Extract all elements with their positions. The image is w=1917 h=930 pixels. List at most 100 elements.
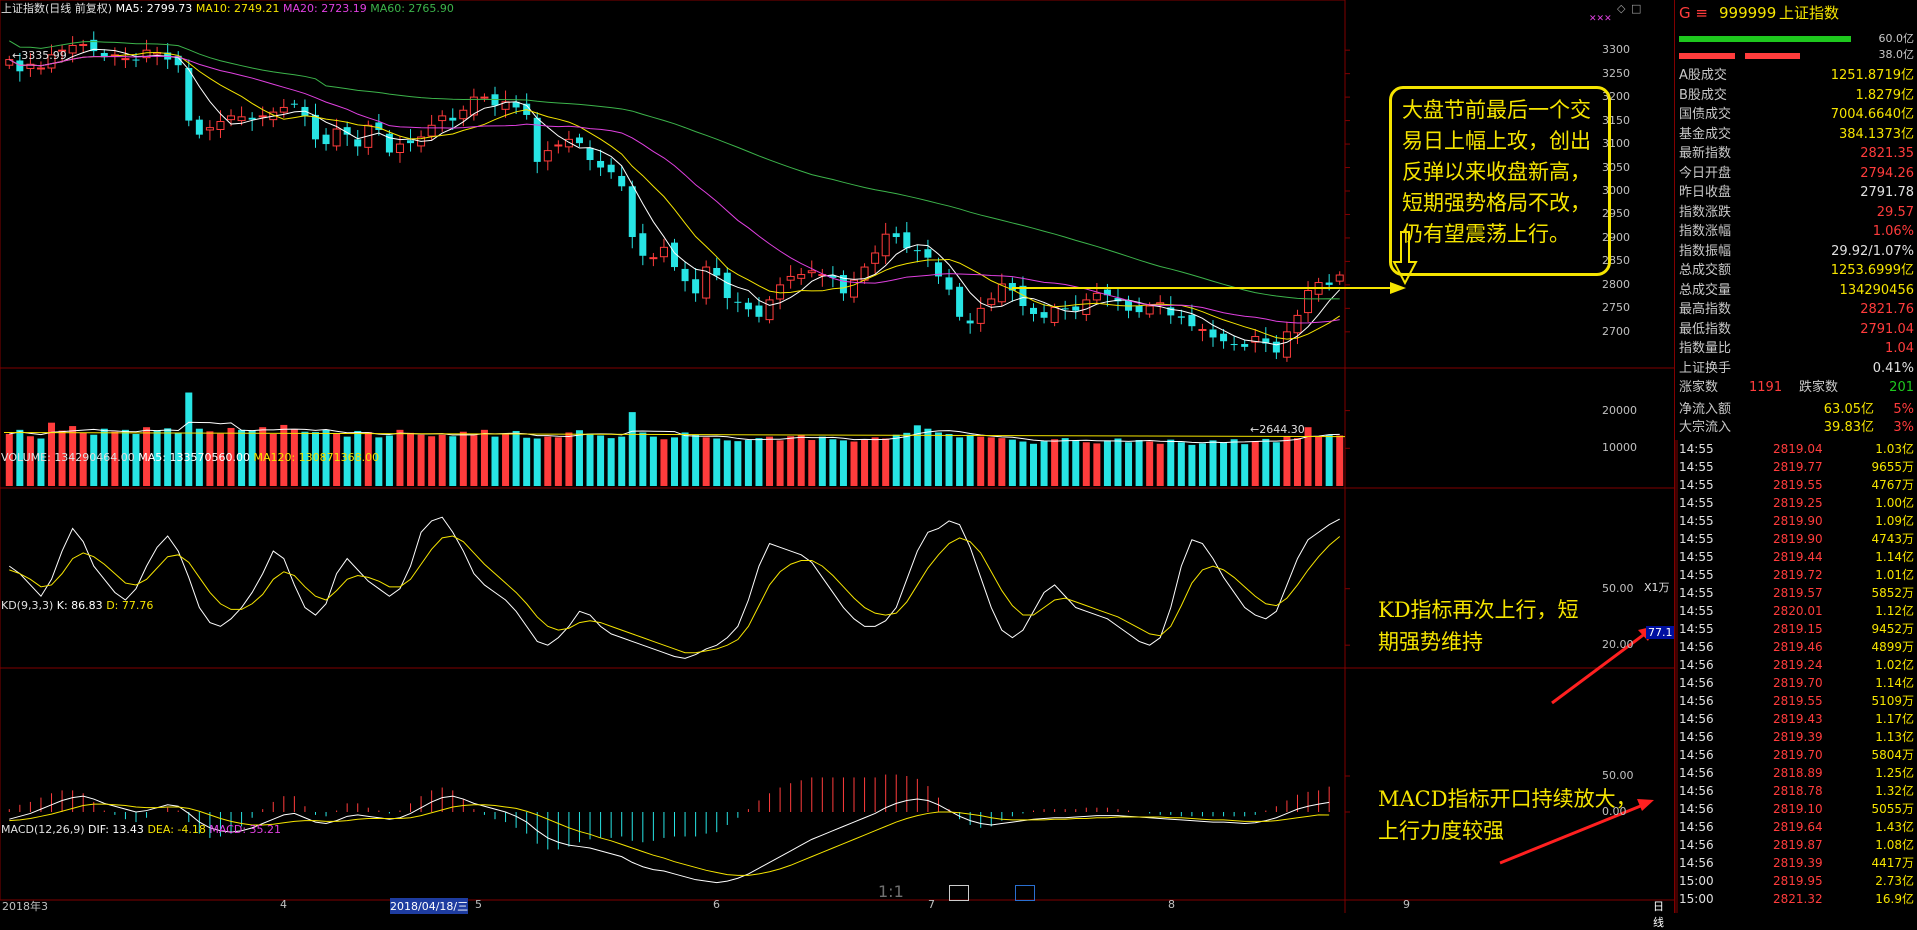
volume-bar bbox=[459, 431, 467, 486]
tick-row: 14:55 2819.72 1.01亿 bbox=[1679, 567, 1914, 583]
tick-price: 2821.32 bbox=[1773, 892, 1823, 906]
turnover-bar-1-value: 60.0亿 bbox=[1878, 32, 1915, 45]
date-cursor-label: 2018/04/18/三 bbox=[390, 898, 469, 914]
kline-chart-canvas[interactable] bbox=[0, 0, 1674, 913]
tick-time: 14:55 bbox=[1679, 496, 1714, 510]
turnover-bar-1 bbox=[1679, 36, 1851, 42]
tick-price: 2819.55 bbox=[1773, 694, 1823, 708]
stat-row: 指数量比 1.04 bbox=[1679, 340, 1914, 358]
candle-body bbox=[681, 268, 689, 282]
stat-value: 0.41% bbox=[1872, 360, 1914, 376]
annotation-callout: 大盘节前最后一个交易日上幅上攻，创出反弹以来收盘新高，短期强势格局不改，仍有望震… bbox=[1389, 86, 1611, 276]
tick-price: 2819.57 bbox=[1773, 586, 1823, 600]
stat-label: B股成交 bbox=[1679, 87, 1727, 103]
stat-value: 2794.26 bbox=[1860, 165, 1914, 181]
window-restore-icon[interactable]: ◇ bbox=[1617, 2, 1626, 15]
candle-body bbox=[786, 275, 795, 281]
candle-body bbox=[258, 115, 267, 118]
stat-label: 今日开盘 bbox=[1679, 165, 1732, 181]
candle-body bbox=[438, 115, 447, 122]
tick-volume: 1.02亿 bbox=[1875, 658, 1914, 672]
window-close-icon[interactable]: □ bbox=[1631, 2, 1642, 15]
tick-time: 14:55 bbox=[1679, 622, 1714, 636]
candle-body bbox=[850, 279, 859, 298]
stat-label: 国债成交 bbox=[1679, 107, 1732, 122]
chart-title: 上证指数(日线 前复权) bbox=[1, 2, 113, 15]
low-price-marker: ←2644.30 bbox=[1250, 423, 1305, 436]
tick-time: 14:56 bbox=[1679, 712, 1714, 726]
tick-volume: 2.73亿 bbox=[1875, 874, 1914, 888]
tick-time: 14:56 bbox=[1679, 766, 1714, 780]
stat-label: 总成交额 bbox=[1679, 263, 1732, 278]
volume-bar bbox=[153, 430, 161, 486]
axis-tick-label: 50.00 bbox=[1602, 769, 1634, 782]
high-price-arrow-icon: ← bbox=[12, 49, 22, 62]
kd-trend-arrow bbox=[1551, 628, 1651, 705]
kd-header: KD(9,3,3) K: 86.83 D: 77.76 bbox=[1, 599, 153, 612]
candle-body bbox=[1019, 285, 1027, 307]
volume-bar bbox=[1336, 435, 1344, 486]
candle-body bbox=[227, 115, 236, 121]
stat-value: 1253.6999亿 bbox=[1830, 263, 1914, 278]
volume-bar bbox=[681, 432, 689, 486]
volume-bar bbox=[839, 440, 847, 486]
tick-volume: 1.03亿 bbox=[1875, 442, 1914, 456]
tick-row: 15:00 2821.32 16.9亿 bbox=[1679, 891, 1914, 907]
volume-bar bbox=[1156, 443, 1164, 486]
zoom-out-icon[interactable] bbox=[949, 885, 969, 901]
zoom-in-icon[interactable] bbox=[1015, 885, 1035, 901]
volume-bar bbox=[164, 428, 172, 486]
tick-time: 14:56 bbox=[1679, 676, 1714, 690]
volume-bar bbox=[259, 427, 267, 486]
stat-value: 2821.35 bbox=[1860, 146, 1914, 161]
tick-price: 2819.64 bbox=[1773, 820, 1823, 834]
volume-bar bbox=[903, 432, 911, 486]
tick-volume: 5109万 bbox=[1871, 694, 1914, 708]
tick-time: 14:55 bbox=[1679, 586, 1714, 600]
candle-body bbox=[564, 138, 573, 148]
stat-value: 1251.8719亿 bbox=[1830, 68, 1914, 83]
inflow-row: 净流入额 63.05亿 5% bbox=[1679, 401, 1914, 419]
candle-body bbox=[205, 127, 214, 131]
candle-body bbox=[639, 233, 647, 256]
macd-histogram-value: MACD: 35.21 bbox=[209, 823, 282, 836]
candle-body bbox=[469, 96, 478, 116]
candle-body bbox=[839, 275, 847, 294]
volume-bar bbox=[956, 437, 964, 486]
candle-body bbox=[47, 54, 56, 69]
axis-tick-label: 3300 bbox=[1602, 43, 1630, 57]
tick-row: 14:56 2818.89 1.25亿 bbox=[1679, 765, 1914, 781]
candle-body bbox=[1251, 336, 1260, 343]
candle-body bbox=[945, 277, 953, 290]
volume-bar bbox=[185, 392, 193, 486]
candle-body bbox=[248, 117, 256, 120]
tick-price: 2819.90 bbox=[1773, 532, 1823, 546]
tick-time: 14:56 bbox=[1679, 640, 1714, 654]
tick-price: 2819.25 bbox=[1773, 496, 1823, 510]
panel-code-prefix[interactable]: G ≡ bbox=[1679, 4, 1708, 22]
tick-price: 2819.77 bbox=[1773, 460, 1823, 474]
stat-label: 上证换手 bbox=[1679, 360, 1732, 376]
candle-body bbox=[343, 127, 351, 135]
candle-body bbox=[79, 44, 88, 47]
stat-label: 总成交量 bbox=[1679, 282, 1732, 298]
volume-bar bbox=[1198, 443, 1206, 486]
date-label: 9 bbox=[1403, 898, 1410, 911]
support-line-arrow bbox=[1390, 282, 1406, 294]
volume-bar bbox=[628, 412, 636, 486]
kline-chart-area[interactable]: 上证指数(日线 前复权) MA5: 2799.73 MA10: 2749.21 … bbox=[0, 0, 1675, 929]
tick-price: 2818.78 bbox=[1773, 784, 1823, 798]
date-label: 7 bbox=[928, 898, 935, 911]
volume-bar bbox=[449, 436, 457, 486]
candle-body bbox=[776, 284, 785, 300]
candle-body bbox=[68, 44, 77, 54]
volume-bar bbox=[48, 422, 56, 486]
tick-time: 14:55 bbox=[1679, 550, 1714, 564]
tick-time: 14:56 bbox=[1679, 748, 1714, 762]
chart-options-icon[interactable]: ✕✕✕ bbox=[1589, 14, 1612, 24]
candle-body bbox=[1177, 316, 1185, 318]
panel-vertical-scrollbar[interactable] bbox=[1675, 440, 1678, 913]
volume-bar bbox=[470, 435, 478, 486]
stat-row: 总成交额 1253.6999亿 bbox=[1679, 262, 1914, 280]
kd-label: KD(9,3,3) bbox=[1, 599, 54, 612]
